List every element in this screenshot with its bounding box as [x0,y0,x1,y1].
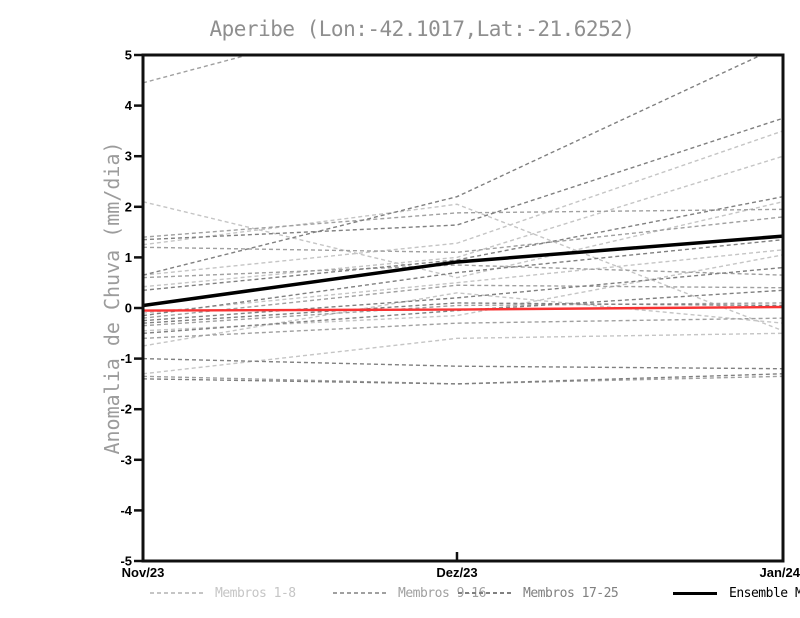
ensemble-member-line-group3 [143,289,783,334]
y-tick-label: -2 [120,402,132,417]
x-tick-label: Jan/24 [760,565,800,580]
ensemble-member-line-group2 [143,284,783,319]
ensemble-member-line-group3 [143,195,783,291]
legend-item-membros-1-8: Membros 1-8 [150,585,296,601]
y-tick-label: 4 [125,98,133,113]
ensemble-member-line-group1 [143,201,783,279]
ensemble-member-line-group2 [143,208,783,238]
y-tick-label: 1 [125,250,132,265]
ensemble-member-line-group2 [143,55,251,84]
x-tick-label: Dez/23 [436,565,477,580]
ensemble-member-line-group3 [143,373,783,385]
data-lines [143,55,783,385]
ensemble-member-line-group1 [143,292,783,347]
x-tick-label: Nov/23 [122,565,165,580]
legend-item-ensemble-mean: Ensemble Mean [673,585,800,601]
y-tick-label: -4 [120,503,132,518]
y-tick-label: 3 [125,149,132,164]
chart-legend: Membros 1-8 Membros 9-16 Membros 17-25 Ense… [0,585,800,603]
legend-dashed-line-sample [150,592,203,594]
legend-item-membros-9-16: Membros 9-16 [333,585,486,601]
legend-label: Ensemble Mean [729,585,800,601]
legend-solid-line-sample [673,591,717,595]
chart-title: Aperibe (Lon:-42.1017,Lat:-21.6252) [209,17,635,41]
ensemble-member-line-group3 [143,238,783,317]
ensemble-member-line-group2 [143,375,783,385]
ensemble-member-line-group3 [143,302,783,324]
y-tick-label: -1 [120,351,132,366]
legend-item-membros-17-25: Membros 17-25 [458,585,619,601]
legend-dashed-line-sample [333,592,386,594]
zero-anomaly-line [143,305,783,312]
legend-label: Membros 1-8 [215,585,296,601]
ensemble-member-line-group3 [143,266,783,322]
y-tick-label: 0 [125,301,132,316]
legend-label: Membros 9-16 [398,585,486,601]
legend-label: Membros 17-25 [523,585,619,601]
ensemble-member-line-group3 [143,117,783,241]
y-tick-label: 2 [125,199,132,214]
ensemble-member-line-group1 [143,130,783,276]
y-tick-label: -3 [120,452,132,467]
ensemble-member-line-group1 [143,203,783,332]
y-tick-label: 5 [125,48,132,63]
ensemble-member-line-group3 [143,55,763,276]
legend-dashed-line-sample [458,592,511,594]
ensemble-member-line-group2 [143,216,783,254]
ensemble-member-line-group1 [143,254,783,332]
ensemble-member-line-group3 [143,357,783,370]
ensemble-member-line-group1 [143,332,783,375]
ensemble-mean-line [143,234,783,308]
ensemble-member-line-group1 [143,155,783,288]
ensemble-member-line-group1 [143,249,783,314]
y-tick-label: -5 [120,554,132,569]
